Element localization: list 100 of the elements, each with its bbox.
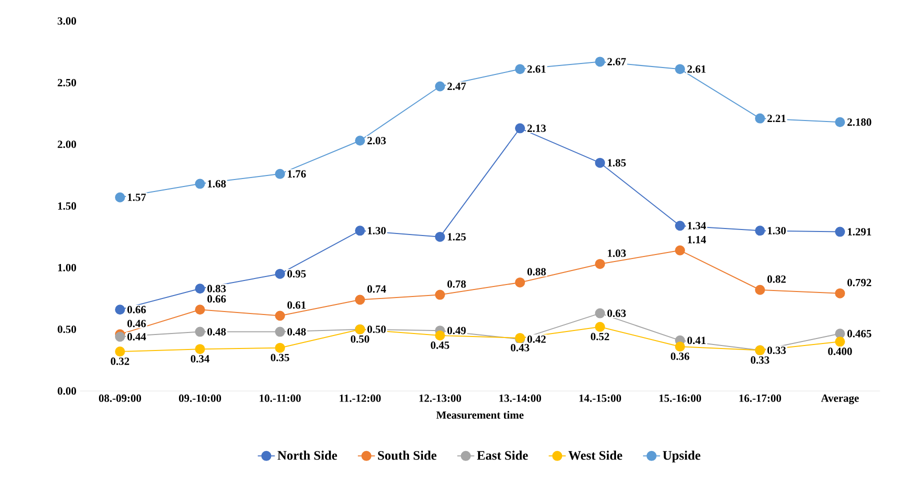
data-label: 2.47	[447, 82, 466, 90]
data-label: 0.66	[127, 306, 146, 314]
x-tick-label: 12.-13:00	[419, 394, 462, 402]
point	[595, 56, 606, 67]
legend-label: East Side	[476, 450, 528, 460]
data-label: 0.465	[847, 330, 872, 338]
data-label: 1.30	[768, 226, 786, 234]
point	[355, 136, 365, 146]
x-tick-label: 13.-14:00	[499, 394, 542, 402]
point	[835, 328, 846, 339]
y-tick-label: 1.00	[58, 264, 76, 272]
data-label: 2.03	[367, 136, 386, 144]
point	[275, 342, 285, 353]
data-label: 0.35	[270, 354, 290, 362]
y-tick-label: 0.50	[58, 326, 76, 334]
point	[115, 346, 125, 357]
point	[275, 168, 285, 179]
x-tick-label: 08.-09:00	[98, 394, 142, 402]
data-label: 0.74	[367, 285, 386, 293]
point	[675, 342, 686, 352]
y-tick-label: 2.00	[58, 140, 76, 148]
point	[595, 322, 606, 332]
data-label: 0.33	[750, 356, 770, 364]
data-label: 1.57	[128, 194, 146, 202]
data-label: 0.400	[828, 348, 852, 356]
data-label: 0.61	[287, 301, 306, 309]
x-tick-label: 14.-15:00	[579, 394, 622, 402]
x-tick-label: 15.-16:00	[659, 394, 702, 402]
data-label: 0.48	[287, 328, 306, 336]
data-label: 1.68	[208, 180, 226, 188]
data-label: 0.34	[190, 355, 210, 363]
data-label: 2.21	[767, 114, 786, 122]
data-label: 2.13	[527, 124, 546, 132]
point	[195, 304, 205, 315]
x-axis-title: Measurement time	[436, 411, 524, 419]
data-label: 0.45	[430, 342, 450, 349]
point	[355, 226, 365, 236]
data-label: 0.78	[447, 280, 466, 288]
data-label: 2.61	[687, 65, 706, 73]
point	[435, 81, 445, 92]
point	[275, 268, 285, 279]
data-label: 0.49	[447, 326, 466, 334]
data-label: 0.36	[670, 352, 690, 360]
point	[275, 326, 285, 337]
legend-label: North Side	[278, 450, 338, 460]
data-label: 0.42	[527, 335, 546, 343]
data-label: 0.43	[510, 344, 530, 352]
data-label: 1.14	[688, 236, 706, 244]
y-tick-label: 3.00	[58, 17, 76, 25]
point	[115, 332, 125, 342]
data-label: 0.32	[110, 358, 130, 365]
point	[595, 158, 606, 168]
data-label: 1.76	[288, 170, 306, 178]
point	[595, 258, 606, 269]
data-label: 0.792	[847, 278, 872, 286]
y-tick-label: 0.00	[58, 387, 76, 395]
point	[675, 64, 686, 74]
point	[755, 113, 766, 124]
point	[835, 288, 846, 298]
point	[595, 308, 606, 318]
data-label: 0.41	[687, 336, 706, 344]
data-label: 1.30	[368, 226, 386, 234]
point	[195, 344, 205, 354]
point	[435, 330, 445, 340]
point	[675, 220, 686, 231]
data-label: 0.82	[767, 275, 786, 283]
point	[835, 336, 846, 347]
data-label: 1.85	[608, 159, 626, 167]
x-tick-label: 10.-11:00	[260, 394, 301, 402]
data-label: 0.33	[767, 346, 786, 354]
data-label: 0.66	[207, 295, 226, 303]
data-label: 0.83	[207, 284, 226, 292]
point	[435, 290, 445, 300]
x-tick-label: 09.-10:00	[178, 394, 222, 402]
data-label: 0.44	[127, 333, 146, 340]
data-label: 0.95	[287, 270, 306, 278]
y-tick-label: 1.50	[58, 202, 76, 210]
point	[755, 226, 766, 236]
point	[515, 123, 526, 134]
data-label: 0.46	[127, 320, 146, 328]
point	[835, 117, 846, 128]
point	[115, 192, 125, 202]
data-label: 1.291	[848, 228, 872, 236]
point	[195, 178, 205, 189]
data-label: 0.50	[367, 326, 386, 334]
data-label: 0.88	[527, 268, 546, 276]
legend-label: Upside	[662, 450, 700, 462]
point	[755, 284, 766, 295]
x-tick-label: 16.-17:00	[739, 394, 782, 402]
point	[195, 326, 205, 337]
data-label: 1.34	[688, 222, 706, 230]
point	[515, 277, 526, 288]
point	[115, 304, 125, 315]
data-label: 1.03	[608, 250, 626, 257]
data-label: 2.61	[527, 65, 546, 73]
data-label: 1.25	[448, 233, 466, 241]
point	[195, 284, 205, 294]
point	[435, 232, 445, 242]
data-label: 0.63	[607, 310, 626, 318]
y-tick-label: 2.50	[58, 78, 76, 86]
